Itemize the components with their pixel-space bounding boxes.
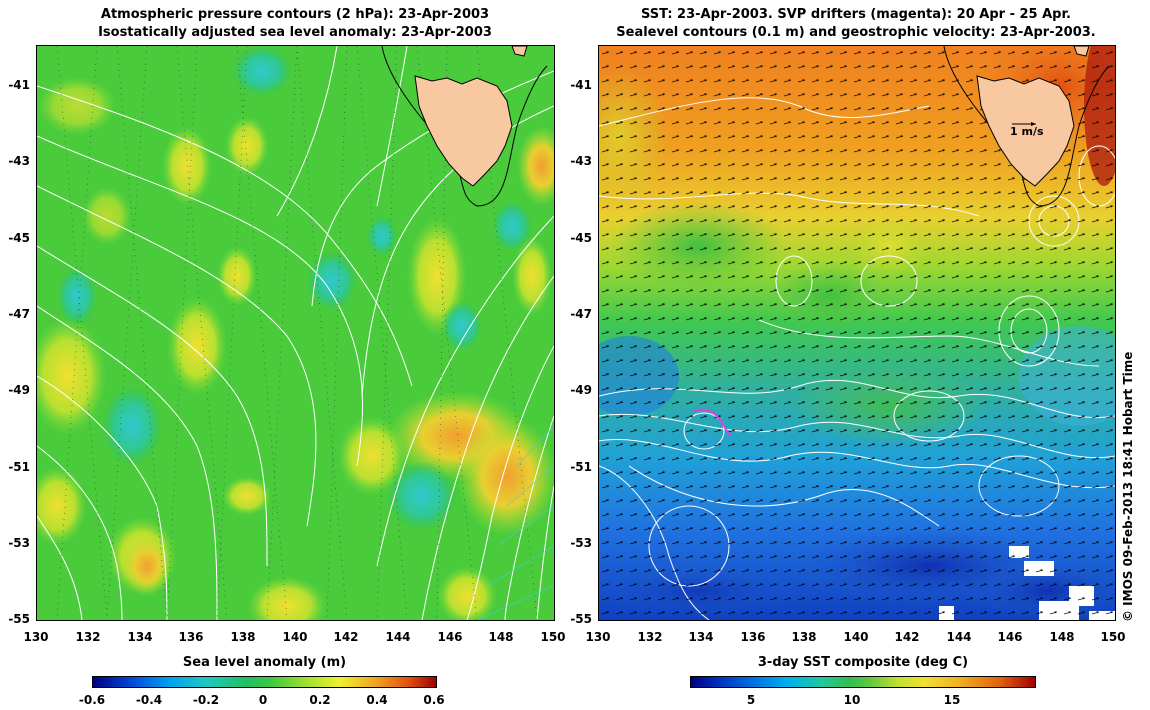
right-title-line1: SST: 23-Apr-2003. SVP drifters (magenta)…	[641, 7, 1071, 22]
tasmania-land	[414, 75, 513, 187]
left-cb-tick: -0.4	[135, 693, 163, 707]
scale-arrow-label: 1 m/s	[1010, 125, 1044, 138]
left-xtick: 148	[488, 630, 514, 644]
right-ytick: -49	[570, 383, 592, 397]
left-ytick: -47	[8, 307, 30, 321]
right-ytick: -47	[570, 307, 592, 321]
right-title: SST: 23-Apr-2003. SVP drifters (magenta)…	[598, 6, 1114, 42]
right-xtick: 144	[946, 630, 972, 644]
left-xtick: 134	[127, 630, 153, 644]
right-xtick: 140	[843, 630, 869, 644]
right-xtick: 148	[1049, 630, 1075, 644]
left-xtick: 130	[23, 630, 49, 644]
right-xtick: 150	[1100, 630, 1126, 644]
left-title: Atmospheric pressure contours (2 hPa): 2…	[36, 6, 554, 42]
left-title-line1: Atmospheric pressure contours (2 hPa): 2…	[100, 7, 490, 22]
left-xtick: 150	[540, 630, 566, 644]
left-xtick: 146	[437, 630, 463, 644]
right-ytick: -41	[570, 78, 592, 92]
right-xtick: 136	[740, 630, 766, 644]
left-ytick: -41	[8, 78, 30, 92]
right-xtick: 146	[997, 630, 1023, 644]
left-ytick: -45	[8, 231, 30, 245]
right-colorbar-label: 3-day SST composite (deg C)	[757, 655, 969, 670]
left-cb-tick: 0	[258, 693, 268, 707]
right-colorbar	[690, 676, 1036, 688]
left-xtick: 140	[282, 630, 308, 644]
left-ytick: -49	[8, 383, 30, 397]
left-ytick: -43	[8, 154, 30, 168]
imos-credit: © IMOS 09-Feb-2013 18:41 Hobart Time	[1121, 351, 1135, 622]
left-cb-tick: 0.6	[423, 693, 445, 707]
left-ytick: -51	[8, 460, 30, 474]
right-ytick: -51	[570, 460, 592, 474]
right-cb-tick: 15	[943, 693, 961, 707]
left-colorbar	[92, 676, 437, 688]
right-ytick: -53	[570, 536, 592, 550]
right-ytick: -55	[570, 612, 592, 626]
left-title-line2: Isostatically adjusted sea level anomaly…	[98, 25, 492, 40]
sea-level-anomaly-map	[36, 45, 555, 621]
left-xtick: 136	[178, 630, 204, 644]
right-ytick: -43	[570, 154, 592, 168]
tasmania-land	[976, 75, 1075, 187]
left-xtick: 142	[333, 630, 359, 644]
left-cb-tick: -0.6	[78, 693, 106, 707]
right-cb-tick: 5	[746, 693, 756, 707]
right-xtick: 138	[791, 630, 817, 644]
left-cb-tick: 0.4	[366, 693, 388, 707]
right-cb-tick: 10	[843, 693, 861, 707]
left-ytick: -55	[8, 612, 30, 626]
left-cb-tick: 0.2	[309, 693, 331, 707]
sst-map	[598, 45, 1116, 621]
right-xtick: 142	[894, 630, 920, 644]
left-cb-tick: -0.2	[192, 693, 220, 707]
left-colorbar-label: Sea level anomaly (m)	[182, 655, 347, 670]
right-xtick: 130	[585, 630, 611, 644]
right-xtick: 132	[637, 630, 663, 644]
left-ytick: -53	[8, 536, 30, 550]
right-xtick: 134	[688, 630, 714, 644]
left-xtick: 144	[385, 630, 411, 644]
right-ytick: -45	[570, 231, 592, 245]
left-xtick: 132	[75, 630, 101, 644]
right-title-line2: Sealevel contours (0.1 m) and geostrophi…	[616, 25, 1096, 40]
left-xtick: 138	[230, 630, 256, 644]
